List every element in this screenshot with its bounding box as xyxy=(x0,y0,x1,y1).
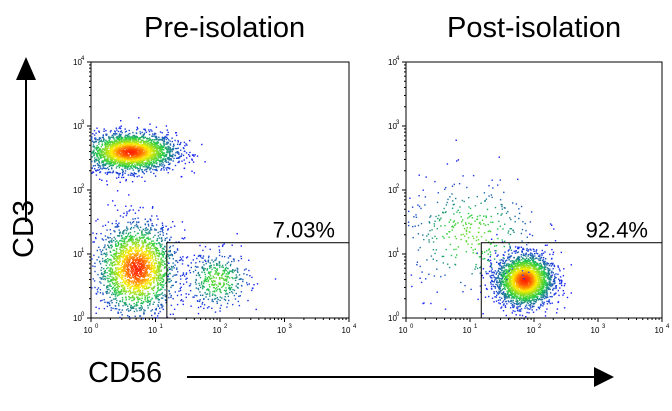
gate-percentage-label: 7.03% xyxy=(273,218,335,243)
plot-panel-1: 7.03%10 010 010 110 110 210 210 310 310 410 4 xyxy=(73,56,357,335)
plot-panel-2: 92.4%10 010 010 110 110 210 210 310 310 410 4 xyxy=(388,56,670,335)
plot-title-pre-isolation: Pre-isolation xyxy=(144,12,306,44)
y-tick-label: 10 xyxy=(388,250,397,259)
y-tick-label: 10 xyxy=(73,58,82,67)
x-tick-label: 10 xyxy=(463,326,472,335)
x-tick-label-exponent: 2 xyxy=(224,324,228,330)
y-tick-label-exponent: 1 xyxy=(396,248,400,254)
y-tick-label-exponent: 4 xyxy=(81,56,85,62)
x-tick-label: 10 xyxy=(527,326,536,335)
x-tick-label-exponent: 0 xyxy=(410,324,414,330)
y-tick-label-exponent: 0 xyxy=(396,312,400,318)
y-tick-label: 10 xyxy=(73,186,82,195)
event-points xyxy=(91,117,277,320)
x-tick-label: 10 xyxy=(342,326,351,335)
x-tick-label-exponent: 2 xyxy=(538,324,542,330)
x-tick-label-exponent: 0 xyxy=(95,324,99,330)
y-tick-label-exponent: 4 xyxy=(396,56,400,62)
y-tick-label-exponent: 2 xyxy=(81,184,85,190)
x-tick-label: 10 xyxy=(277,326,286,335)
gate-percentage-label: 92.4% xyxy=(586,218,648,243)
y-tick-label: 10 xyxy=(73,314,82,323)
y-tick-label-exponent: 2 xyxy=(396,184,400,190)
x-tick-label: 10 xyxy=(591,326,600,335)
x-tick-label-exponent: 3 xyxy=(289,324,293,330)
y-tick-label: 10 xyxy=(388,186,397,195)
x-tick-label: 10 xyxy=(84,326,93,335)
x-tick-label: 10 xyxy=(655,326,664,335)
y-tick-label: 10 xyxy=(388,122,397,131)
x-tick-label-exponent: 4 xyxy=(666,324,670,330)
y-tick-label: 10 xyxy=(388,314,397,323)
x-axis-label: CD56 xyxy=(88,357,163,389)
event-points xyxy=(407,139,572,320)
y-tick-label-exponent: 0 xyxy=(81,312,85,318)
y-axis-arrowhead xyxy=(16,57,36,80)
y-tick-label: 10 xyxy=(388,58,397,67)
plot-title-post-isolation: Post-isolation xyxy=(447,12,622,44)
x-tick-label-exponent: 1 xyxy=(474,324,478,330)
y-tick-label: 10 xyxy=(73,250,82,259)
y-tick-label-exponent: 3 xyxy=(396,120,400,126)
y-tick-label-exponent: 3 xyxy=(81,120,85,126)
x-tick-label-exponent: 1 xyxy=(160,324,164,330)
gate-rectangle xyxy=(480,242,663,319)
x-tick-label-exponent: 4 xyxy=(353,324,357,330)
x-tick-label: 10 xyxy=(148,326,157,335)
y-tick-label-exponent: 1 xyxy=(81,248,85,254)
x-tick-label-exponent: 3 xyxy=(602,324,606,330)
x-tick-label: 10 xyxy=(213,326,222,335)
gate-rectangle xyxy=(166,242,350,319)
y-tick-label: 10 xyxy=(73,122,82,131)
x-axis-arrowhead xyxy=(594,367,614,387)
x-tick-label: 10 xyxy=(399,326,408,335)
